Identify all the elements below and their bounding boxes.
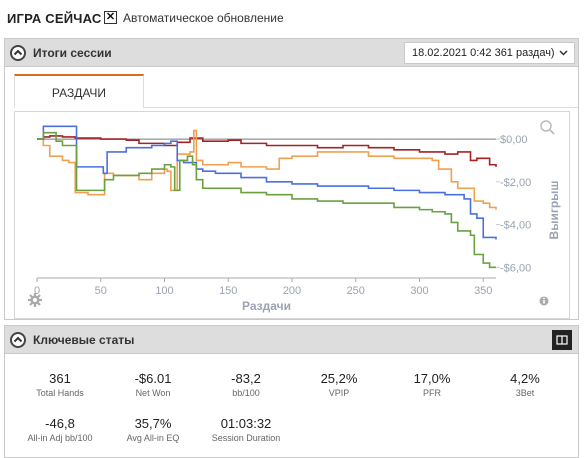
info-icon[interactable] (539, 296, 549, 306)
chevron-up-icon (13, 49, 23, 56)
chevron-up-icon (13, 336, 23, 343)
y-tick-label: -$2,00 (500, 177, 531, 189)
stat-label: Avg All-in EQ (126, 433, 180, 443)
session-summary-panel: Итоги сессии 18.02.2021 0:42 361 раздач)… (4, 38, 579, 320)
session-summary-title: Итоги сессии (33, 46, 112, 60)
stat-label: Total Hands (36, 388, 84, 398)
session-summary-header: Итоги сессии 18.02.2021 0:42 361 раздач) (5, 39, 578, 67)
winnings-chart: 0 50 100 150 200 250 300 350 $0,00 -$2,00 -$4,00 -$… (28, 120, 561, 313)
stat-value: 25,2% (320, 371, 358, 386)
stat-value: 4,2% (510, 371, 540, 386)
stat-label: Net Won (135, 388, 171, 398)
x-axis-title: Раздачи (242, 299, 291, 313)
stat-allin-adj: -46,8 All-in Adj bb/100 (15, 416, 105, 443)
stat-avg-allin-eq: 35,7% Avg All-in EQ (108, 416, 198, 443)
auto-refresh-label[interactable]: Автоматическое обновление (123, 11, 284, 25)
top-bar: ИГРА СЕЙЧАС ✕ Автоматическое обновление (0, 0, 585, 36)
stat-session-duration: 01:03:32 Session Duration (201, 416, 291, 443)
stat-bb100: -83,2 bb/100 (201, 371, 291, 398)
y-tick-label: $0,00 (500, 134, 528, 146)
series-line-3 (37, 131, 496, 269)
y-tick-label: -$4,00 (500, 220, 531, 232)
stat-value: -46,8 (45, 416, 75, 431)
stat-total-hands: 361 Total Hands (15, 371, 105, 398)
y-tick-label: -$6,00 (500, 262, 531, 274)
stat-vpip: 25,2% VPIP (294, 371, 384, 398)
session-select-value: 18.02.2021 0:42 361 раздач) (412, 47, 555, 59)
tab-hands[interactable]: РАЗДАЧИ (14, 74, 144, 108)
stat-net-won: -$6.01 Net Won (108, 371, 198, 398)
stat-label: Session Duration (211, 433, 281, 443)
x-tick-label: 250 (347, 285, 365, 297)
x-tick-label: 100 (155, 285, 173, 297)
zoom-icon[interactable] (540, 120, 555, 135)
auto-refresh-checkbox[interactable]: ✕ (104, 11, 117, 24)
x-tick-label: 150 (219, 285, 237, 297)
stat-value: -83,2 (231, 371, 261, 386)
chevron-down-icon (559, 50, 568, 56)
x-tick-label: 0 (34, 285, 40, 297)
layout-columns-button[interactable] (552, 330, 572, 350)
key-stats-panel: Ключевые статы 361 Total Hands -$6.01 Ne… (4, 325, 579, 458)
tab-hands-label: РАЗДАЧИ (51, 86, 107, 100)
collapse-stats-button[interactable] (10, 332, 26, 348)
x-tick-label: 50 (95, 285, 107, 297)
stat-value: 35,7% (134, 416, 172, 431)
stat-label: PFR (423, 388, 441, 398)
series-line-0 (37, 135, 497, 167)
settings-gear-icon[interactable] (28, 293, 42, 307)
session-select[interactable]: 18.02.2021 0:42 361 раздач) (404, 42, 575, 64)
series-line-1 (37, 129, 497, 210)
x-tick-label: 350 (474, 285, 492, 297)
stat-value: -$6.01 (134, 371, 172, 386)
x-tick-label: 200 (283, 285, 301, 297)
stat-label: VPIP (328, 388, 350, 398)
y-axis-title: Выигрыш (547, 181, 561, 240)
stat-3bet: 4,2% 3Bet (480, 371, 570, 398)
stat-label: All-in Adj bb/100 (27, 433, 93, 443)
tab-divider (144, 107, 578, 108)
key-stats-title: Ключевые статы (33, 333, 135, 347)
stat-label: 3Bet (515, 388, 535, 398)
key-stats-header: Ключевые статы (5, 326, 578, 354)
page-title: ИГРА СЕЙЧАС (7, 11, 102, 26)
winnings-chart-box: 0 50 100 150 200 250 300 350 $0,00 -$2,00 -$4,00 -$… (14, 111, 570, 319)
stat-value: 361 (49, 371, 71, 386)
stat-value: 01:03:32 (220, 416, 272, 431)
stat-value: 17,0% (413, 371, 451, 386)
stat-label: bb/100 (232, 388, 260, 398)
series-line-2 (37, 125, 497, 240)
collapse-session-button[interactable] (10, 45, 26, 61)
stat-pfr: 17,0% PFR (387, 371, 477, 398)
x-tick-label: 300 (410, 285, 428, 297)
columns-icon (556, 335, 568, 345)
